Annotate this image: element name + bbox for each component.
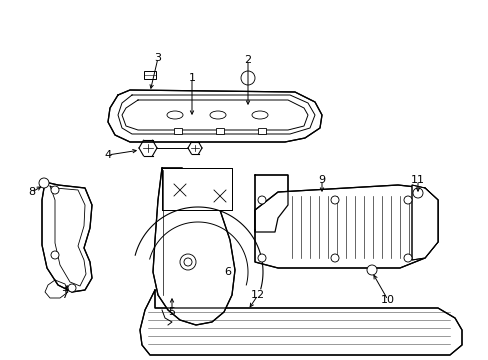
Circle shape — [51, 186, 59, 194]
Circle shape — [39, 178, 49, 188]
Polygon shape — [411, 185, 437, 260]
Text: 5: 5 — [168, 307, 175, 317]
Circle shape — [403, 254, 411, 262]
Polygon shape — [254, 185, 437, 268]
Circle shape — [412, 188, 422, 198]
FancyBboxPatch shape — [216, 128, 224, 134]
Text: 9: 9 — [318, 175, 325, 185]
Polygon shape — [153, 168, 235, 325]
Polygon shape — [42, 182, 92, 292]
Text: 3: 3 — [154, 53, 161, 63]
Circle shape — [366, 265, 376, 275]
Polygon shape — [162, 168, 231, 210]
Text: 7: 7 — [61, 290, 68, 300]
Polygon shape — [140, 290, 461, 355]
Ellipse shape — [209, 111, 225, 119]
Ellipse shape — [251, 111, 267, 119]
Circle shape — [403, 196, 411, 204]
Text: 6: 6 — [224, 267, 231, 277]
Text: 11: 11 — [410, 175, 424, 185]
Circle shape — [180, 254, 196, 270]
Ellipse shape — [167, 111, 183, 119]
Text: 2: 2 — [244, 55, 251, 65]
Circle shape — [258, 196, 265, 204]
Polygon shape — [108, 90, 321, 142]
FancyBboxPatch shape — [143, 71, 156, 79]
Text: 8: 8 — [28, 187, 36, 197]
Circle shape — [258, 254, 265, 262]
FancyBboxPatch shape — [258, 128, 265, 134]
FancyBboxPatch shape — [174, 128, 182, 134]
Polygon shape — [254, 175, 287, 232]
Circle shape — [241, 71, 254, 85]
Circle shape — [330, 196, 338, 204]
Text: 1: 1 — [188, 73, 195, 83]
Circle shape — [51, 251, 59, 259]
Circle shape — [68, 284, 76, 292]
Circle shape — [183, 258, 192, 266]
Text: 12: 12 — [250, 290, 264, 300]
Text: 4: 4 — [104, 150, 111, 160]
Circle shape — [330, 254, 338, 262]
Text: 10: 10 — [380, 295, 394, 305]
